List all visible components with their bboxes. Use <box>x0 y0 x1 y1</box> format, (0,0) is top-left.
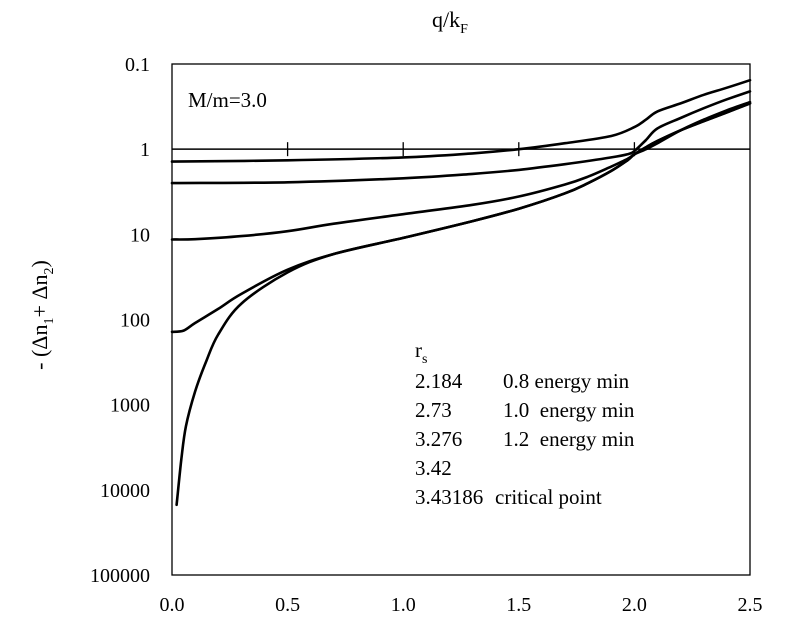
legend-rs-value: 3.276 <box>415 427 462 451</box>
curves <box>170 78 752 507</box>
x-axis-title: q/kF <box>432 7 468 37</box>
curve-rs-2_73 <box>170 90 752 185</box>
y-tick-label: 1000 <box>110 395 150 417</box>
legend-rs-value: 3.42 <box>415 456 452 480</box>
x-tick-label: 1.5 <box>506 594 531 616</box>
legend-rs-value: 2.73 <box>415 398 452 422</box>
plot-frame <box>171 63 751 576</box>
mass-ratio-annotation: M/m=3.0 <box>188 88 267 112</box>
y-tick-label: 1 <box>140 139 150 161</box>
y-tick-labels: 0.1 1 10 100 1000 10000 100000 <box>90 54 150 587</box>
y-tick-label: 0.1 <box>125 54 150 76</box>
x-tick-label: 2.5 <box>738 594 763 616</box>
y-tick-label: 100000 <box>90 565 150 587</box>
legend-header: rs <box>415 338 427 367</box>
y-tick-label: 10000 <box>100 480 150 502</box>
y-tick-label: 10 <box>130 224 150 246</box>
curve-rs-3_43186 <box>175 102 752 507</box>
x-tick-label: 1.0 <box>391 594 416 616</box>
curve-rs-2_184 <box>170 78 752 163</box>
legend-rs-value: 3.43186 <box>415 485 483 509</box>
x-tick-label: 0.5 <box>275 594 300 616</box>
x-tick-labels: 0.0 0.5 1.0 1.5 2.0 2.5 <box>160 594 763 616</box>
legend-rs-value: 2.184 <box>415 369 463 393</box>
x-tick-label: 0.0 <box>160 594 185 616</box>
y-tick-label: 100 <box>120 310 150 332</box>
legend-description: 1.2 energy min <box>503 427 635 451</box>
y-axis-title: - (Δn1+ Δn2) <box>27 260 57 370</box>
legend-description: 0.8 energy min <box>503 369 630 393</box>
legend-description: 1.0 energy min <box>503 398 635 422</box>
x-tick-label: 2.0 <box>622 594 647 616</box>
curve-rs-3_276 <box>170 100 752 241</box>
legend: rs 2.184 0.8 energy min 2.73 1.0 energy min… <box>415 338 635 509</box>
legend-rows: 2.184 0.8 energy min 2.73 1.0 energy min 3.2… <box>415 369 635 509</box>
legend-description: critical point <box>495 485 602 509</box>
